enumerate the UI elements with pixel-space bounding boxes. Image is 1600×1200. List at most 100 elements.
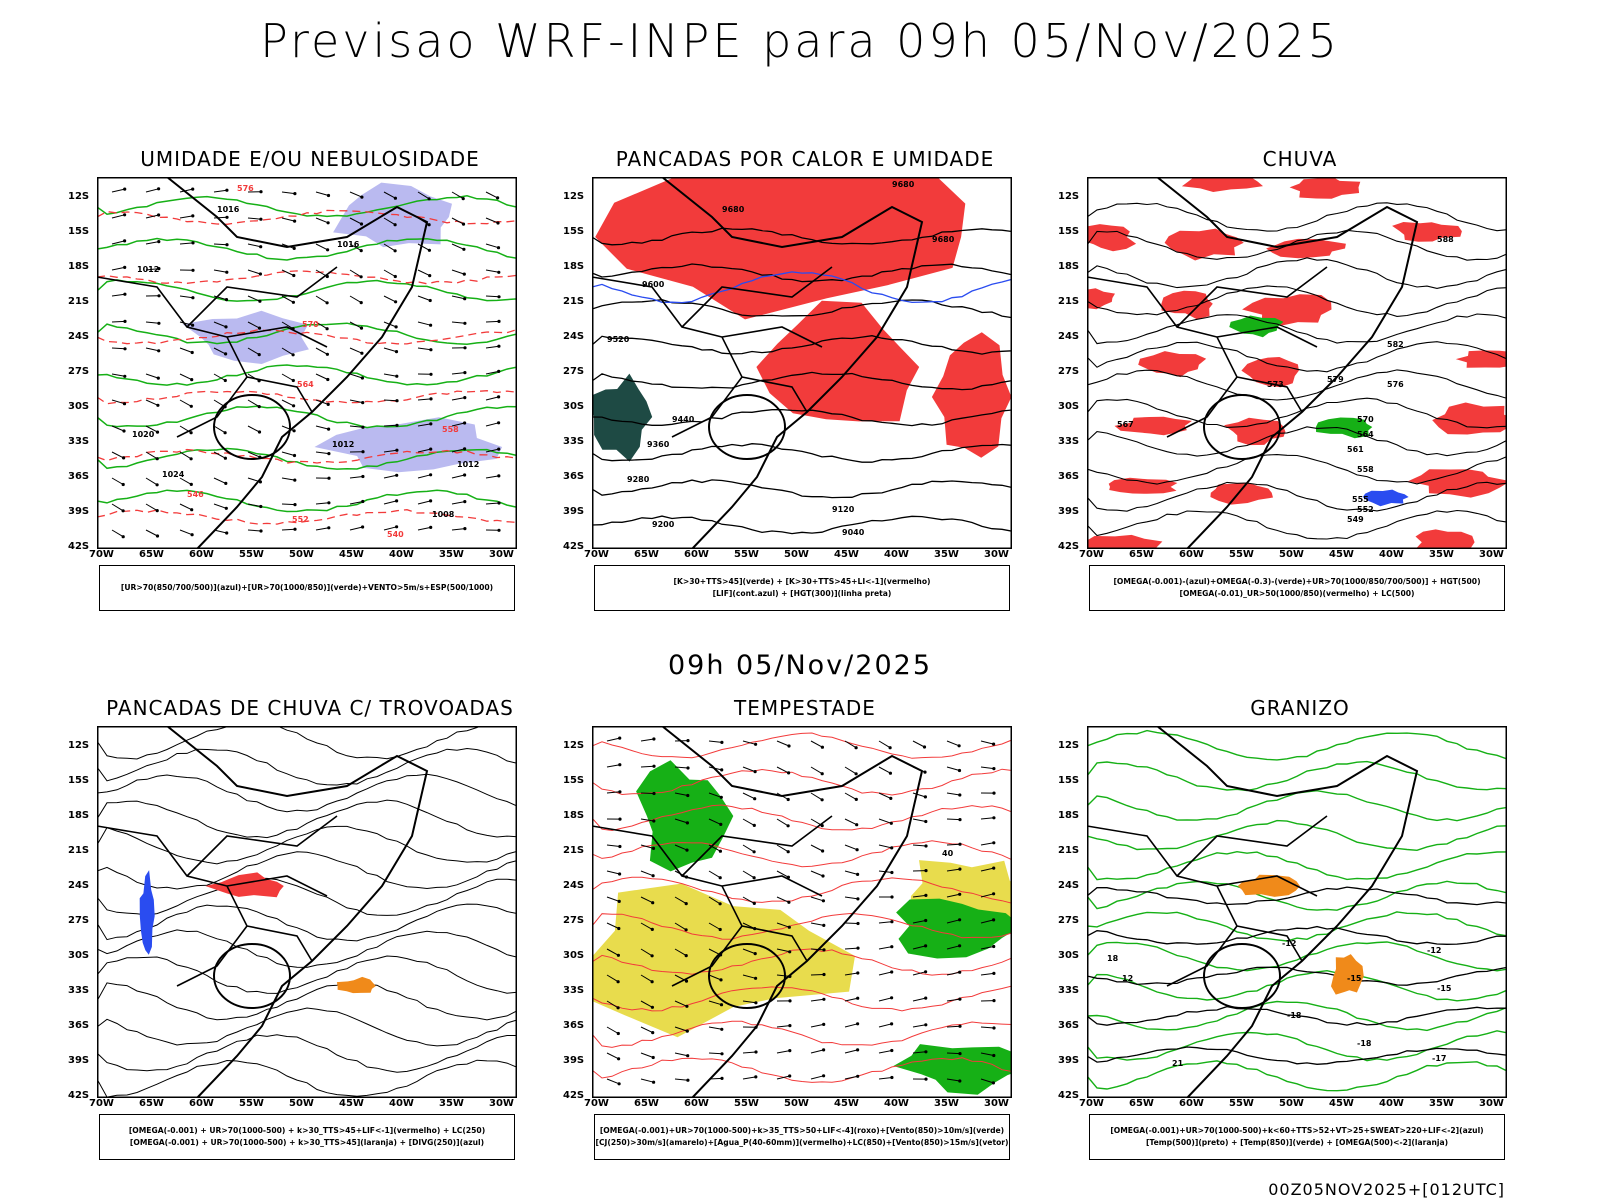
wind-vector — [111, 399, 125, 405]
longitude-tick: 50W — [1279, 1098, 1304, 1109]
wind-vector — [349, 526, 363, 531]
wind-vector-head — [992, 866, 996, 870]
rain-area — [1415, 529, 1475, 549]
wind-vector — [878, 1077, 892, 1080]
longitude-tick: 50W — [784, 1098, 809, 1109]
temp850-contour — [1087, 729, 1507, 761]
wind-vector — [213, 295, 227, 301]
wind-vector-head — [257, 405, 261, 409]
wind-vector-head — [157, 267, 161, 271]
humidity-contour — [97, 279, 517, 302]
wind-vector-head — [992, 944, 996, 949]
wind-vector-head — [890, 1075, 894, 1080]
wind-vector — [674, 1052, 688, 1057]
wind-vector — [674, 844, 688, 851]
latitude-tick: 27S — [1058, 915, 1080, 926]
latitude-tick: 18S — [1058, 261, 1080, 272]
wind-vector — [606, 764, 620, 768]
wind-vector-head — [992, 841, 996, 845]
wind-vector — [946, 818, 961, 821]
latitude-tick: 27S — [68, 366, 90, 377]
wind-vector — [912, 844, 927, 847]
latitude-tick: 42S — [68, 541, 90, 552]
latitude-tick: 12S — [563, 740, 585, 751]
latitude-tick: 30S — [1058, 950, 1080, 961]
wind-vector-head — [787, 925, 791, 929]
wind-vector-head — [121, 482, 125, 487]
contour-label: -15 — [1437, 984, 1452, 993]
country-borders — [1087, 266, 1328, 438]
longitude-tick: 45W — [1329, 1098, 1354, 1109]
latitude-tick: 24S — [563, 880, 585, 891]
uruguay-outline — [1203, 943, 1281, 1009]
wind-vector-head — [191, 268, 195, 272]
wind-vector — [111, 240, 125, 245]
wind-vector — [606, 1078, 620, 1085]
latitude-tick: 39S — [1058, 506, 1080, 517]
wind-vector-head — [958, 944, 962, 948]
wind-vector-head — [685, 1029, 689, 1033]
wind-vector-head — [360, 376, 364, 380]
wind-vector — [980, 1078, 994, 1084]
latitude-tick: 39S — [68, 1055, 90, 1066]
wind-vector-head — [191, 214, 195, 218]
contour-label: 9200 — [652, 520, 675, 529]
wind-vector-head — [924, 819, 928, 824]
country-borders — [97, 815, 338, 987]
wind-vector-head — [427, 223, 431, 227]
contour-label: -17 — [1432, 1054, 1446, 1063]
wind-vector-head — [258, 272, 262, 276]
wind-vector — [485, 502, 500, 505]
wind-vector-head — [992, 971, 996, 975]
panel-legend: [OMEGA(-0.001)+UR>70(1000-500)+k<60+TTS>… — [1089, 1114, 1505, 1160]
wind-vector-head — [429, 323, 433, 327]
wind-vector — [946, 766, 960, 771]
wind-vector-head — [684, 902, 688, 906]
streamline — [97, 955, 517, 994]
wind-vector — [640, 765, 655, 768]
wind-vector-head — [325, 327, 329, 331]
wind-vector — [145, 503, 158, 512]
wind-vector-head — [992, 742, 996, 746]
rain-area — [1289, 177, 1361, 199]
wind-vector — [281, 477, 295, 481]
wind-vector-head — [496, 221, 500, 225]
wind-vector-head — [992, 1053, 996, 1058]
wind-vector-head — [395, 448, 399, 452]
wind-vector — [145, 425, 158, 433]
latitude-tick: 21S — [563, 296, 585, 307]
wind-vector — [844, 947, 859, 950]
wind-vector-head — [822, 1048, 826, 1052]
wind-vector-head — [958, 1024, 962, 1028]
rain-area — [1210, 482, 1273, 505]
wind-vector-head — [259, 217, 263, 221]
contour-label: 9680 — [722, 205, 745, 214]
wind-vector-head — [958, 793, 962, 797]
wind-vector-head — [361, 450, 365, 454]
wind-vector-head — [616, 953, 620, 957]
wind-vector — [213, 321, 227, 328]
latitude-tick: 21S — [68, 296, 90, 307]
wind-vector — [776, 896, 790, 903]
wind-vector — [485, 320, 500, 323]
wind-vector-head — [992, 999, 996, 1003]
wind-vector — [349, 476, 363, 479]
panel-title: UMIDADE E/OU NEBULOSIDADE — [140, 147, 480, 171]
legend-line: [OMEGA(-0.001) + UR>70(1000-500) + k>30_… — [129, 1138, 485, 1147]
wind-vector — [145, 477, 158, 486]
wind-vector — [742, 740, 756, 745]
wind-vector — [315, 295, 328, 304]
wind-vector-head — [428, 274, 432, 278]
wind-vector — [145, 188, 159, 193]
wind-vector-head — [924, 1077, 928, 1081]
panel-title: GRANIZO — [1250, 696, 1350, 720]
contour-label: 9280 — [627, 475, 650, 484]
wind-vector-head — [361, 401, 365, 405]
latitude-tick: 39S — [1058, 1055, 1080, 1066]
wind-vector — [213, 216, 228, 219]
wind-vector-head — [393, 274, 397, 279]
height-contour — [592, 408, 1012, 427]
wind-vector-head — [720, 768, 724, 772]
wind-vector — [281, 425, 295, 432]
wind-vector — [451, 191, 464, 200]
